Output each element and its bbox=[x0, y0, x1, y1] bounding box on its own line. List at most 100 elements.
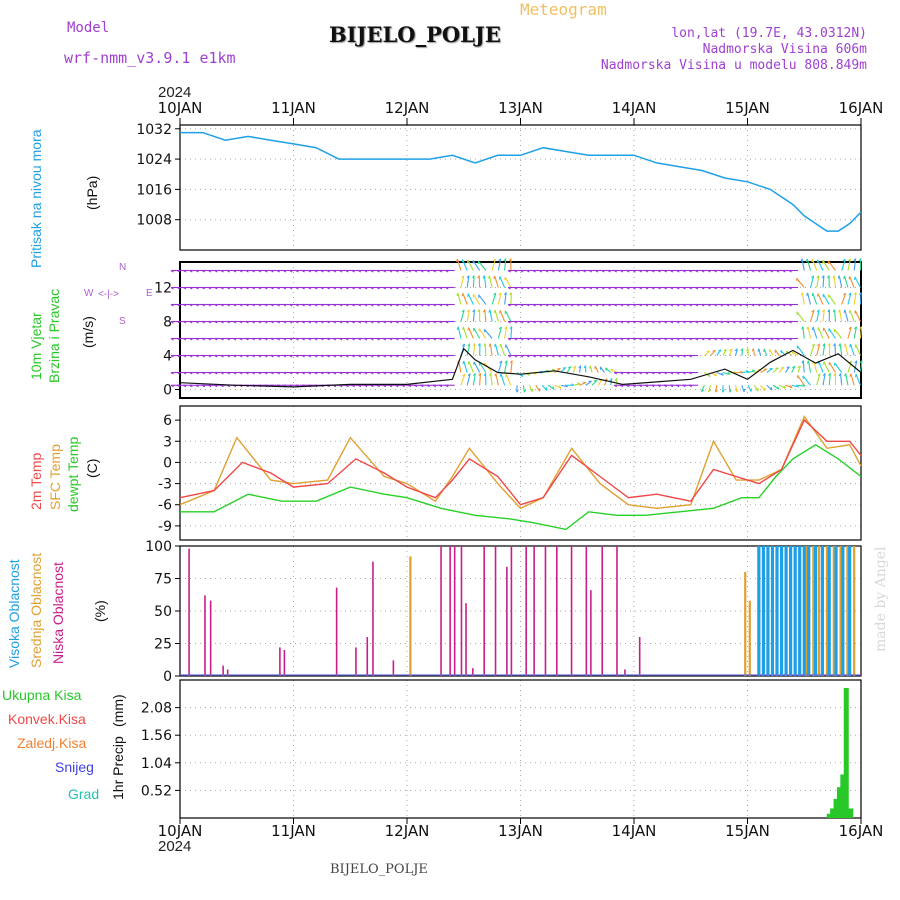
wind-arrow bbox=[822, 309, 825, 322]
wind-arrow-head bbox=[763, 270, 767, 273]
wind-arrow-head bbox=[339, 355, 343, 358]
wind-arrow-head bbox=[723, 348, 727, 352]
wind-arrow-head bbox=[626, 372, 630, 375]
wind-arrow-head bbox=[420, 287, 424, 290]
wind-arrow-head bbox=[657, 338, 661, 341]
wind-arrow-head bbox=[613, 270, 618, 273]
wind-arrow-head bbox=[364, 355, 368, 358]
wind-arrow-head bbox=[526, 338, 530, 341]
wind-arrow-head bbox=[638, 304, 643, 307]
wind-arrow-head bbox=[407, 372, 412, 375]
wind-arrow-head bbox=[467, 343, 471, 347]
wind-arrow-head bbox=[595, 321, 599, 324]
wind-arrow-head bbox=[414, 321, 418, 324]
wind-arrow-head bbox=[520, 321, 524, 324]
wind-arrow-head bbox=[657, 355, 661, 358]
wind-arrow-head bbox=[801, 360, 804, 364]
y-tick-label: 1008 bbox=[136, 213, 172, 229]
wind-arrow-head bbox=[607, 338, 611, 341]
y-tick-label: 1016 bbox=[136, 182, 172, 198]
wind-arrow-head bbox=[806, 326, 809, 330]
wind-arrow-head bbox=[682, 355, 686, 358]
wind-arrow-head bbox=[670, 384, 674, 388]
wind-arrow-head bbox=[563, 287, 568, 290]
wind-arrow-head bbox=[645, 270, 649, 273]
wind-arrow bbox=[710, 350, 716, 356]
wind-arrow-head bbox=[729, 389, 732, 393]
wind-arrow bbox=[853, 360, 858, 373]
wind-arrow-head bbox=[382, 287, 387, 290]
wind-arrow-head bbox=[461, 309, 465, 313]
wind-arrow-head bbox=[420, 384, 424, 388]
wind-arrow-head bbox=[626, 287, 630, 290]
wind-arrow-head bbox=[645, 321, 649, 324]
wind-arrow-head bbox=[806, 292, 809, 296]
wind-arrow bbox=[796, 345, 805, 356]
wind-arrow-head bbox=[822, 343, 826, 347]
wind-arrow bbox=[597, 379, 603, 386]
wind-arrow-head bbox=[645, 304, 649, 307]
wind-arrow-head bbox=[326, 270, 330, 273]
wind-arrow-head bbox=[800, 258, 803, 262]
wind-arrow bbox=[797, 384, 806, 387]
wind-arrow-head bbox=[632, 270, 636, 273]
wind-arrow bbox=[504, 292, 507, 305]
wind-arrow bbox=[490, 373, 493, 386]
wind-arrow-head bbox=[339, 304, 343, 307]
wind-arrow-head bbox=[545, 270, 549, 273]
wind-arrow-head bbox=[776, 304, 780, 307]
wind-arrow-head bbox=[576, 304, 580, 307]
wind-arrow-head bbox=[208, 355, 212, 358]
wind-arrow-head bbox=[651, 384, 655, 388]
compass-west: W bbox=[84, 288, 94, 299]
wind-arrow-head bbox=[822, 309, 825, 313]
wind-arrow bbox=[460, 309, 465, 322]
wind-arrow bbox=[735, 385, 738, 393]
wind-arrow bbox=[591, 379, 598, 386]
wind-arrow-head bbox=[562, 367, 566, 369]
wind-arrow-head bbox=[426, 270, 430, 273]
wind-arrow-head bbox=[462, 360, 465, 365]
wind-arrow-head bbox=[526, 270, 530, 273]
wind-arrow-head bbox=[682, 304, 686, 307]
wind-arrow-head bbox=[258, 338, 262, 341]
wind-arrow-head bbox=[757, 270, 761, 273]
wind-arrow-head bbox=[320, 338, 324, 341]
wind-arrow-head bbox=[339, 287, 343, 290]
wind-arrow-head bbox=[701, 304, 705, 307]
wind-arrow-head bbox=[239, 355, 243, 358]
wind-arrow bbox=[807, 360, 812, 373]
wind-arrow-head bbox=[251, 287, 256, 290]
wind-arrow-head bbox=[270, 355, 274, 358]
wind-arrow bbox=[841, 293, 847, 305]
wind-arrow-head bbox=[670, 321, 674, 324]
wind-arrow-head bbox=[276, 372, 280, 375]
x-tick-label-top: 13JAN bbox=[498, 99, 543, 117]
wind-arrow-head bbox=[401, 304, 405, 307]
wind-arrow-head bbox=[466, 309, 470, 313]
wind-arrow bbox=[797, 374, 805, 386]
wind-arrow-head bbox=[414, 338, 418, 341]
wind-arrow-head bbox=[370, 355, 374, 358]
wind-arrow-head bbox=[320, 372, 324, 375]
pressure-line bbox=[180, 131, 862, 232]
wind-arrow-head bbox=[314, 321, 318, 324]
wind-arrow-head bbox=[797, 365, 801, 369]
wind-arrow-head bbox=[582, 304, 586, 307]
wind-arrow-head bbox=[688, 372, 692, 375]
wind-arrow-head bbox=[638, 338, 643, 341]
wind-arrow-head bbox=[183, 372, 187, 375]
wind-arrow-head bbox=[531, 388, 534, 392]
wind-arrow-head bbox=[532, 338, 536, 341]
wind-arrow-head bbox=[682, 321, 686, 324]
wind-arrow-head bbox=[432, 304, 437, 307]
precip-bar bbox=[836, 787, 842, 818]
wind-arrow-head bbox=[570, 355, 574, 358]
wind-arrow-head bbox=[620, 270, 624, 273]
wind-arrow-head bbox=[276, 321, 280, 324]
wind-arrow bbox=[828, 343, 831, 356]
wind-arrow-head bbox=[477, 275, 480, 279]
wind-arrow-head bbox=[264, 355, 268, 358]
wind-arrow-head bbox=[557, 270, 561, 273]
wind-arrow-head bbox=[189, 270, 193, 273]
